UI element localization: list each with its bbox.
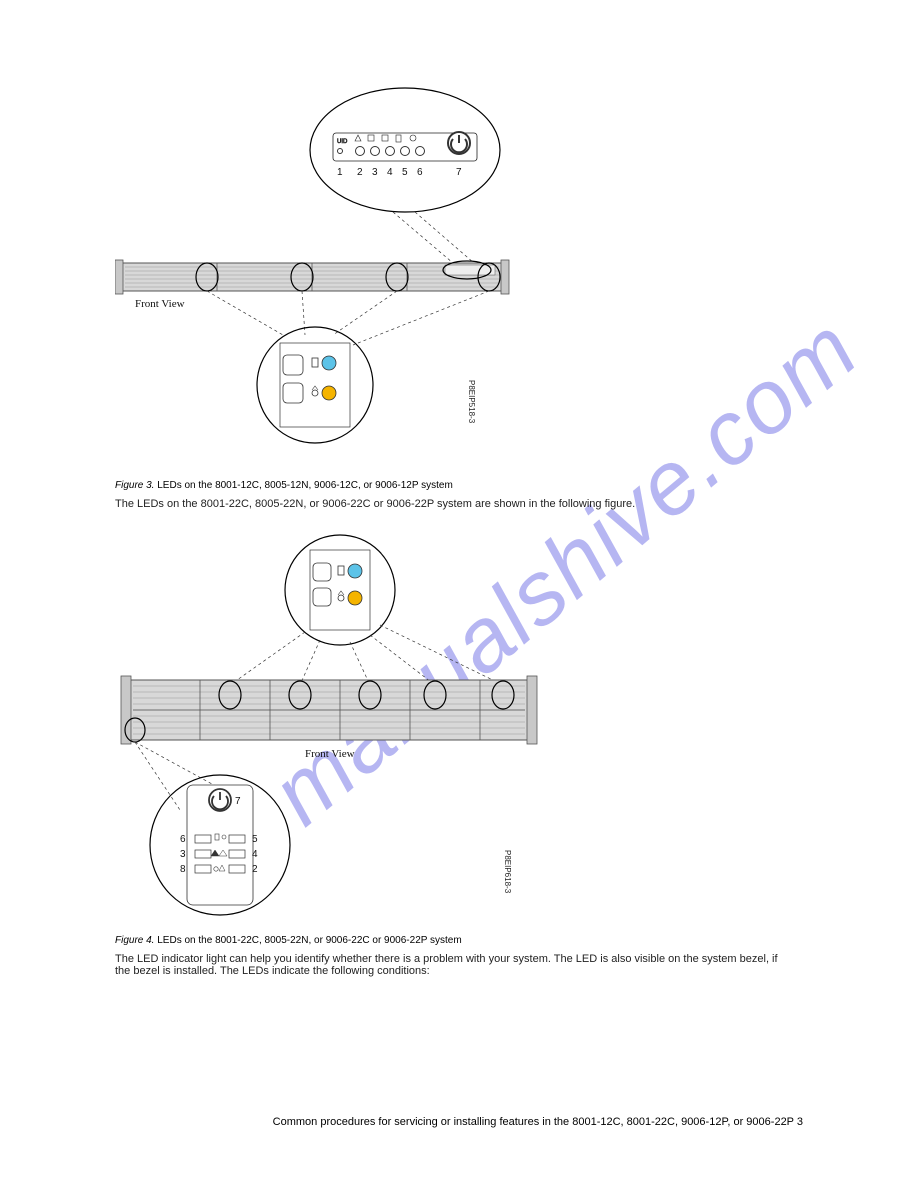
- rack-1u: [115, 260, 509, 294]
- svg-text:3: 3: [180, 849, 186, 860]
- led-blue-2: [348, 564, 362, 578]
- front-view-label-1: Front View: [135, 298, 185, 310]
- svg-text:3: 3: [372, 167, 378, 178]
- led-amber: [322, 386, 336, 400]
- svg-text:2: 2: [252, 864, 258, 875]
- svg-text:5: 5: [402, 167, 408, 178]
- rack-2u: [121, 676, 537, 744]
- figure-1-caption-text: LEDs on the 8001-12C, 8005-12N, 9006-12C…: [157, 480, 453, 491]
- figure-1-caption-id: Figure 3.: [115, 480, 154, 491]
- figure-2-caption-id: Figure 4.: [115, 935, 154, 946]
- svg-text:2: 2: [357, 167, 363, 178]
- svg-text:6: 6: [417, 167, 423, 178]
- figure-2-side-label: P8EIP618-3: [503, 850, 512, 893]
- svg-text:7: 7: [456, 167, 462, 178]
- svg-text:1: 1: [337, 167, 343, 178]
- figure-2-diagram: Front View 7: [115, 530, 535, 935]
- svg-text:4: 4: [387, 167, 393, 178]
- svg-text:6: 6: [180, 834, 186, 845]
- svg-text:5: 5: [252, 834, 258, 845]
- figure-1-body-text: The LEDs on the 8001-22C, 8005-22N, or 9…: [115, 498, 675, 510]
- figure-2-caption: Figure 4. LEDs on the 8001-22C, 8005-22N…: [115, 935, 462, 946]
- svg-text:8: 8: [180, 864, 186, 875]
- figure-1-side-label: P8EIP518-3: [467, 380, 476, 423]
- figure-2-body-text: The LED indicator light can help you ide…: [115, 953, 795, 977]
- front-view-label-2: Front View: [305, 748, 355, 760]
- uid-label: UID: [337, 139, 348, 145]
- page-footer: Common procedures for servicing or insta…: [273, 1116, 803, 1128]
- svg-text:7: 7: [235, 796, 241, 807]
- svg-text:4: 4: [252, 849, 258, 860]
- led-amber-2: [348, 591, 362, 605]
- figure-2-caption-text: LEDs on the 8001-22C, 8005-22N, or 9006-…: [157, 935, 461, 946]
- figure-1-caption: Figure 3. LEDs on the 8001-12C, 8005-12N…: [115, 480, 453, 491]
- led-blue: [322, 356, 336, 370]
